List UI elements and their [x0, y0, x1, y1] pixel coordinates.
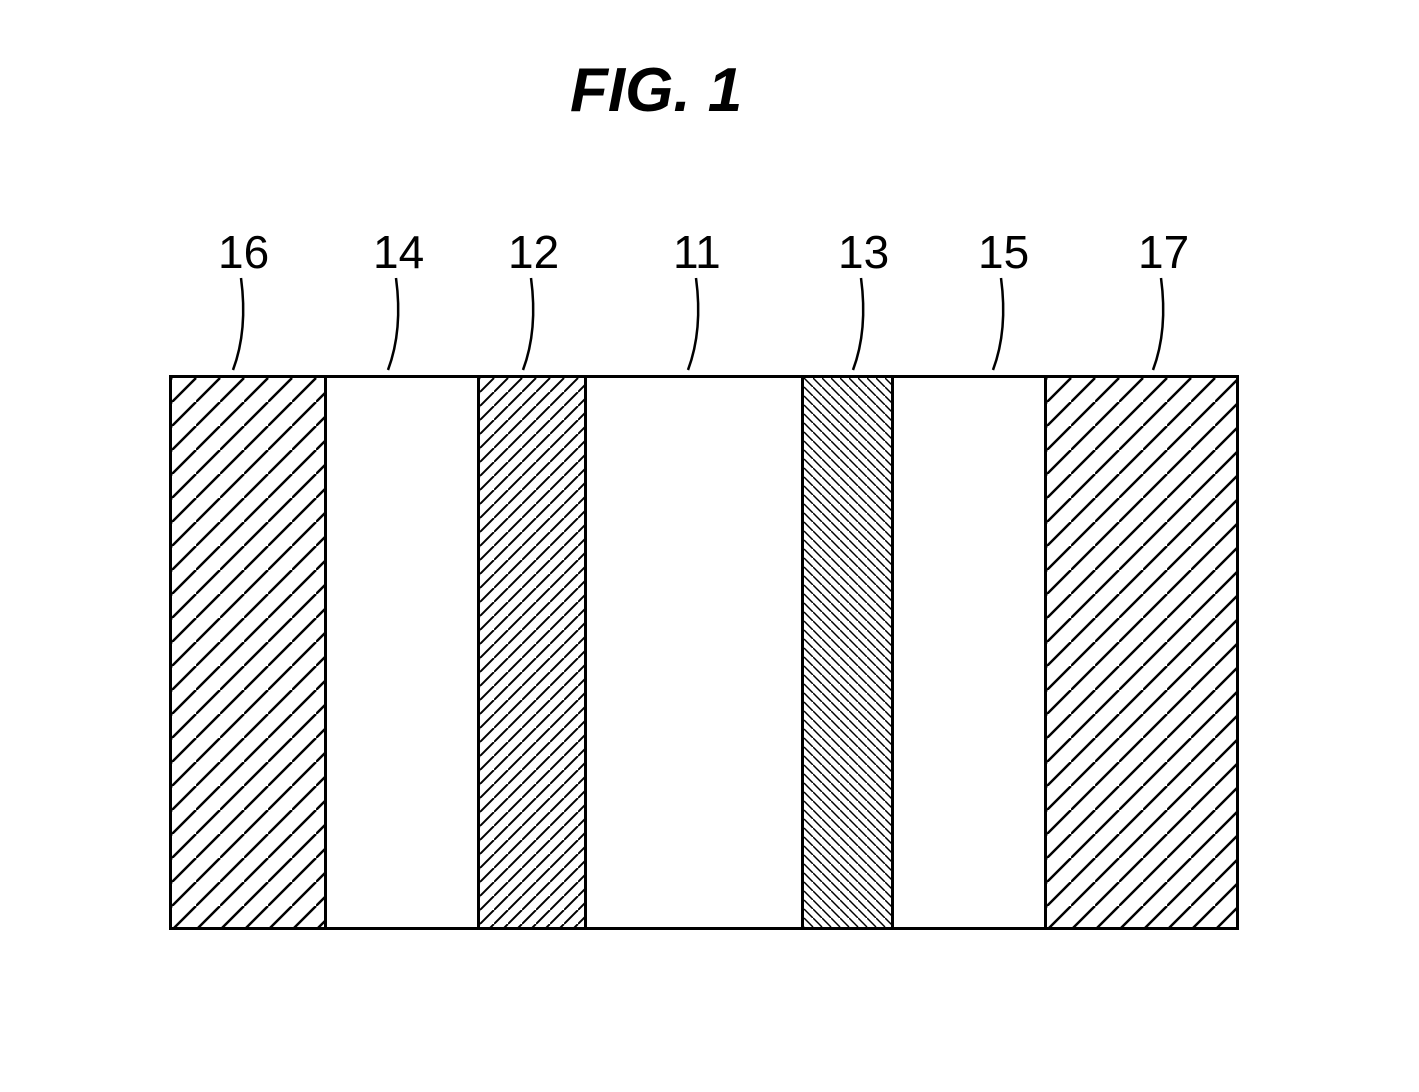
leader-15	[993, 278, 1003, 370]
segment-13	[804, 378, 894, 927]
label-17: 17	[1138, 225, 1189, 279]
label-14: 14	[373, 225, 424, 279]
segment-14	[327, 378, 480, 927]
leader-lines	[0, 0, 1419, 400]
label-13: 13	[838, 225, 889, 279]
leader-17	[1153, 278, 1163, 370]
segment-12	[480, 378, 587, 927]
segment-16	[172, 378, 327, 927]
leader-13	[853, 278, 863, 370]
label-16: 16	[218, 225, 269, 279]
layer-diagram	[169, 375, 1239, 930]
leader-14	[388, 278, 398, 370]
label-15: 15	[978, 225, 1029, 279]
segment-15	[894, 378, 1047, 927]
label-11: 11	[673, 225, 721, 279]
leader-11	[688, 278, 698, 370]
segment-11	[587, 378, 804, 927]
leader-16	[233, 278, 243, 370]
page: FIG. 1 16141211131517	[0, 0, 1419, 1092]
label-12: 12	[508, 225, 559, 279]
leader-12	[523, 278, 533, 370]
segment-17	[1047, 378, 1236, 927]
